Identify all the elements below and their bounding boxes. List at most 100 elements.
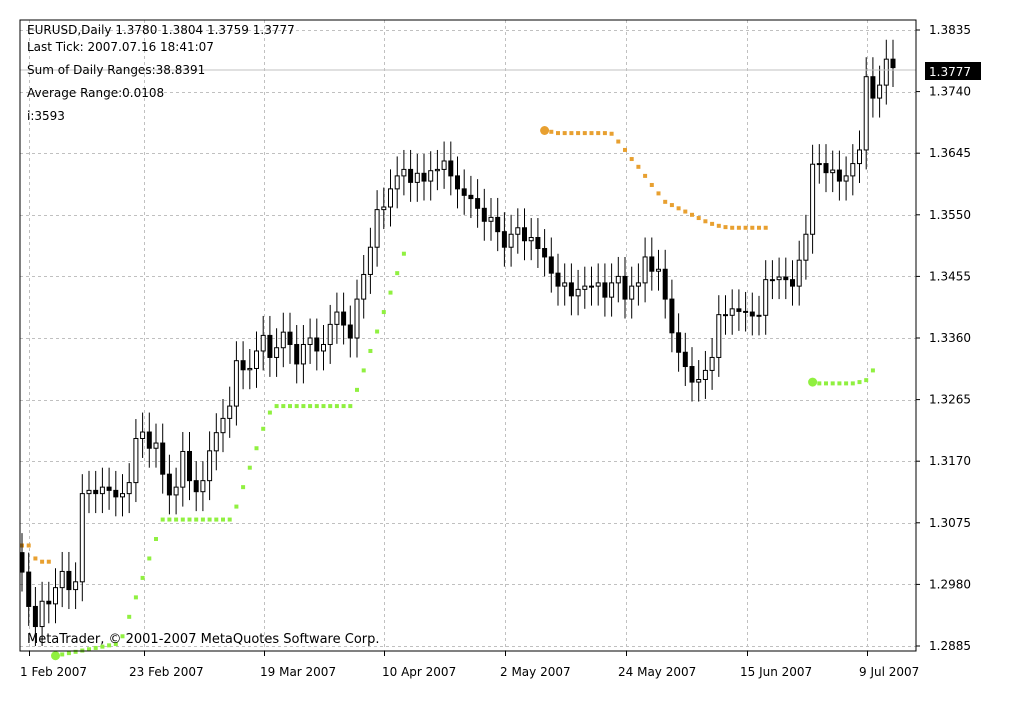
dot-point — [656, 191, 661, 196]
dot-point — [341, 404, 346, 409]
candle-body-up — [321, 343, 326, 352]
candle-body-down — [347, 324, 353, 339]
candle-body-down — [682, 351, 688, 368]
candle-body-up — [361, 273, 367, 300]
dot-point — [308, 404, 313, 409]
candle-body-up — [796, 259, 802, 287]
candle-body-up — [883, 58, 889, 86]
dot-point — [334, 404, 339, 409]
y-tick-label: 1.3170 — [929, 454, 971, 468]
current-price-tag: 1.3777 — [925, 62, 981, 80]
candle-body-up — [810, 163, 816, 235]
dot-point — [401, 251, 406, 256]
y-tick-label: 1.3550 — [929, 208, 971, 222]
candle-body-down — [676, 332, 682, 353]
y-tick-label: 1.2980 — [929, 577, 971, 591]
candle-body-down — [836, 169, 842, 182]
dot-point — [93, 645, 98, 650]
dot-point — [817, 381, 822, 386]
candle-body-up — [843, 175, 849, 182]
x-tick-label: 9 Jul 2007 — [859, 665, 919, 679]
candle-body-up — [656, 268, 661, 272]
candle-body-up — [729, 308, 735, 316]
candle-body-up — [716, 314, 722, 358]
candle-body-down — [113, 489, 119, 498]
candle-body-up — [709, 356, 715, 371]
candle-body-up — [354, 298, 360, 339]
candle-body-down — [689, 366, 695, 383]
plot-frame — [19, 19, 917, 652]
dot-point — [66, 651, 71, 656]
dot-point — [267, 410, 272, 415]
dot-point — [649, 182, 654, 187]
x-tick-label: 23 Feb 2007 — [129, 665, 204, 679]
candle-body-down — [287, 331, 293, 345]
candle-body-down — [448, 160, 454, 177]
y-axis: 1.3835 1.3740 1.3645 1.3550 1.3455 1.3360 1.32… — [916, 23, 971, 653]
candle-body-up — [575, 288, 581, 297]
candle-body-up — [367, 246, 373, 275]
info-panel: EURUSD,Daily 1.3780 1.3804 1.3759 1.3777… — [27, 23, 295, 123]
candle-body-up — [582, 285, 588, 290]
x-tick-label: 2 May 2007 — [500, 665, 571, 679]
info-line-last-tick: Last Tick: 2007.07.16 18:41:07 — [27, 40, 214, 54]
candle-body-up — [381, 206, 387, 211]
dot-point — [723, 225, 728, 230]
y-tick-label: 1.3455 — [929, 269, 971, 283]
dot-start-point — [51, 651, 60, 661]
candle-body-down — [568, 282, 574, 297]
candle-body-up — [374, 209, 380, 248]
candle-body-down — [475, 198, 481, 209]
candle-body-up — [776, 276, 782, 281]
candle-body-down — [548, 256, 554, 274]
dot-point — [596, 131, 601, 136]
candle-body-down — [669, 298, 675, 334]
upper-dots-series — [20, 126, 768, 564]
candle-body-up — [589, 285, 594, 288]
x-tick-label: 19 Mar 2007 — [260, 665, 336, 679]
candle-body-down — [341, 311, 347, 326]
x-tick-label: 15 Jun 2007 — [740, 665, 812, 679]
dot-point — [227, 517, 232, 522]
candle-body-up — [615, 275, 621, 284]
candle-body-up — [414, 172, 420, 183]
dot-point — [348, 404, 353, 409]
candle-body-down — [455, 175, 460, 190]
y-tick-label: 1.3645 — [929, 146, 971, 160]
candle-body-down — [93, 489, 99, 495]
candle-body-up — [629, 285, 635, 300]
candle-body-up — [79, 493, 85, 583]
dot-point — [609, 131, 614, 136]
candle-body-up — [830, 169, 836, 174]
dot-point — [589, 131, 594, 136]
dot-point — [582, 131, 587, 136]
candle-body-down — [736, 308, 742, 312]
y-tick-label: 1.3360 — [929, 331, 971, 345]
dot-point — [174, 517, 179, 522]
info-line-sum-ranges: Sum of Daily Ranges:38.8391 — [27, 63, 205, 77]
candle-body-up — [863, 76, 869, 151]
candle-body-up — [254, 350, 259, 369]
price-tag-box — [925, 62, 981, 80]
candle-body-up — [441, 160, 447, 170]
candle-body-up — [213, 432, 219, 452]
y-tick-label: 1.3835 — [929, 23, 971, 37]
candle-body-up — [334, 311, 340, 325]
dot-point — [830, 381, 835, 386]
x-tick-label: 10 Apr 2007 — [382, 665, 456, 679]
candle-body-up — [300, 343, 306, 365]
dot-point — [261, 426, 266, 431]
dot-point — [381, 310, 386, 315]
candle-body-down — [783, 276, 789, 281]
dot-point — [736, 225, 741, 230]
dot-point — [556, 131, 560, 136]
candle-body-down — [535, 236, 541, 250]
candle-body-down — [314, 337, 320, 352]
candle-body-down — [421, 172, 427, 182]
candle-body-up — [153, 442, 159, 449]
dot-point — [730, 225, 735, 230]
candle-body-up — [73, 581, 79, 591]
candle-body-up — [488, 216, 494, 222]
dot-point — [187, 517, 192, 522]
candle-body-up — [803, 233, 809, 261]
